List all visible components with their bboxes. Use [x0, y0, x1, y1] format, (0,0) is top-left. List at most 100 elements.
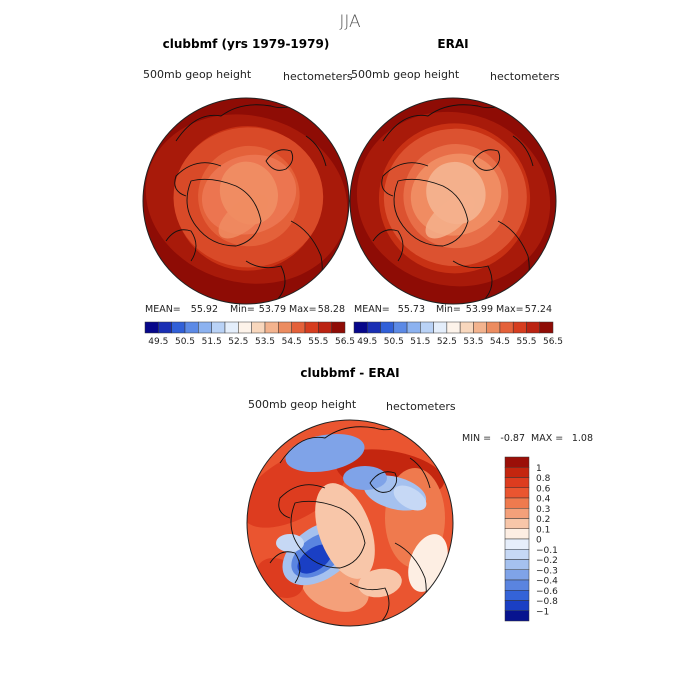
colorbar-tick-label: 49.5: [357, 337, 377, 347]
panel-reference-field: [350, 98, 556, 304]
colorbar-swatch-5: [420, 321, 434, 334]
panel-reference-colorbar: 49.5 50.5 51.5 52.5 53.5 54.5 55.5 56.5: [353, 321, 563, 347]
colorbar-swatch-14: [504, 600, 530, 611]
colorbar-swatch-11: [291, 321, 306, 334]
colorbar-tick-label: 49.5: [148, 337, 168, 347]
colorbar-swatch-2: [171, 321, 186, 334]
panel-model-title: clubbmf (yrs 1979-1979): [163, 37, 330, 51]
coastline-0: [175, 100, 307, 142]
colorbar-swatch-3: [393, 321, 408, 334]
colorbar-tick-label: 0.3: [536, 505, 550, 515]
colorbar-swatch-7: [238, 321, 252, 334]
panel-model: clubbmf (yrs 1979-1979) 500mb geop heigh…: [142, 37, 355, 347]
colorbar-tick-label: 52.5: [437, 337, 457, 347]
colorbar-tick-label: 56.5: [543, 337, 563, 347]
colorbar-tick-label: 50.5: [384, 337, 404, 347]
panel-model-max-label: Max=: [289, 304, 317, 315]
colorbar-swatch-15: [504, 610, 530, 622]
panel-reference-title: ERAI: [437, 37, 468, 51]
coastline-2: [381, 162, 429, 197]
panel-difference-map-border: [246, 419, 454, 627]
colorbar-swatch-1: [504, 467, 530, 478]
panel-difference-colorbar: 10.80.60.40.30.20.10−0.1−0.2−0.3−0.4−0.6…: [504, 456, 558, 622]
colorbar-swatch-10: [504, 559, 530, 570]
panel-reference-units-label: hectometers: [490, 70, 560, 83]
colorbar-tick-label: −0.4: [536, 577, 558, 587]
colorbar-tick-label: 55.5: [516, 337, 536, 347]
diff-blob-14: [276, 534, 304, 552]
colorbar-swatch-12: [504, 579, 530, 591]
colorbar-tick-label: 0.1: [536, 525, 550, 535]
colorbar-swatch-5: [211, 321, 226, 334]
panel-model-colorbar: 49.5 50.5 51.5 52.5 53.5 54.5 55.5 56.5: [144, 321, 355, 347]
panel-model-min-label: Min=: [230, 304, 255, 315]
colorbar-tick-label: 0.8: [536, 474, 551, 484]
colorbar-tick-label: −0.6: [536, 587, 558, 597]
coastline-0: [382, 100, 514, 142]
colorbar-swatch-10: [486, 321, 501, 334]
colorbar-swatch-9: [264, 321, 279, 334]
colorbar-swatch-13: [526, 321, 540, 334]
panel-reference-map-border: [349, 97, 557, 305]
panel-reference-variable-label: 500mb geop height: [351, 68, 460, 81]
coastline-2: [278, 484, 326, 519]
colorbar-swatch-12: [512, 321, 527, 334]
panel-difference-max-value: 1.08: [572, 433, 593, 444]
colorbar-swatch-6: [224, 321, 239, 334]
panel-reference-max-label: Max=: [496, 304, 524, 315]
colorbar-swatch-0: [353, 321, 368, 334]
coastline-5: [165, 229, 197, 262]
panel-reference: ERAI 500mb geop height hectometers MEAN=…: [349, 37, 563, 347]
colorbar-tick-label: 53.5: [463, 337, 483, 347]
panel-model-max-value: 58.28: [318, 304, 345, 315]
colorbar-tick-label: 1: [536, 464, 542, 474]
coastline-5: [372, 229, 404, 262]
colorbar-swatch-3: [504, 487, 530, 499]
colorbar-tick-label: −1: [536, 607, 549, 617]
colorbar-tick-label: −0.2: [536, 556, 558, 566]
diff-blob-10: [343, 466, 387, 490]
panel-difference-max-label: MAX =: [531, 433, 563, 444]
panel-difference-variable-label: 500mb geop height: [248, 398, 357, 411]
colorbar-tick-label: 54.5: [282, 337, 302, 347]
colorbar-swatch-9: [473, 321, 487, 334]
panel-difference-field: [247, 420, 453, 626]
colorbar-swatch-2: [504, 477, 530, 488]
panel-model-coastlines: [165, 100, 327, 302]
colorbar-swatch-0: [504, 456, 530, 468]
colorbar-swatch-8: [251, 321, 266, 334]
panel-model-field: [143, 98, 349, 304]
colorbar-tick-label: 56.5: [335, 337, 355, 347]
coastline-7: [409, 457, 431, 489]
panel-difference-coastlines: [269, 422, 431, 624]
diff-blob-5: [285, 433, 365, 473]
panel-model-map: [143, 98, 349, 304]
colorbar-swatch-4: [504, 497, 530, 509]
colorbar-tick-label: 0.4: [536, 495, 551, 505]
panel-reference-max-value: 57.24: [525, 304, 552, 315]
diff-blob-11: [393, 485, 427, 511]
colorbar-tick-label: 50.5: [175, 337, 195, 347]
panel-reference-mean-value: 55.73: [398, 304, 425, 315]
colorbar-swatch-8: [504, 538, 530, 550]
colorbar-swatch-9: [504, 549, 530, 560]
coastline-1: [393, 178, 469, 247]
panel-model-map-border: [142, 97, 350, 305]
panel-reference-map: [350, 98, 556, 304]
colorbar-swatch-4: [406, 321, 421, 334]
colorbar-swatch-6: [504, 518, 530, 529]
coastline-3: [472, 149, 501, 171]
coastline-7: [305, 135, 327, 167]
colorbar-tick-label: 51.5: [202, 337, 222, 347]
coastline-1: [186, 178, 262, 247]
panel-difference-min-value: -0.87: [500, 433, 525, 444]
colorbar-tick-label: −0.8: [536, 597, 558, 607]
colorbar-tick-label: −0.3: [536, 566, 558, 576]
colorbar-tick-label: 0.2: [536, 515, 550, 525]
colorbar-swatch-12: [304, 321, 319, 334]
colorbar-tick-label: −0.1: [536, 546, 558, 556]
colorbar-swatch-14: [331, 321, 346, 334]
colorbar-swatch-1: [367, 321, 381, 334]
colorbar-swatch-11: [499, 321, 514, 334]
